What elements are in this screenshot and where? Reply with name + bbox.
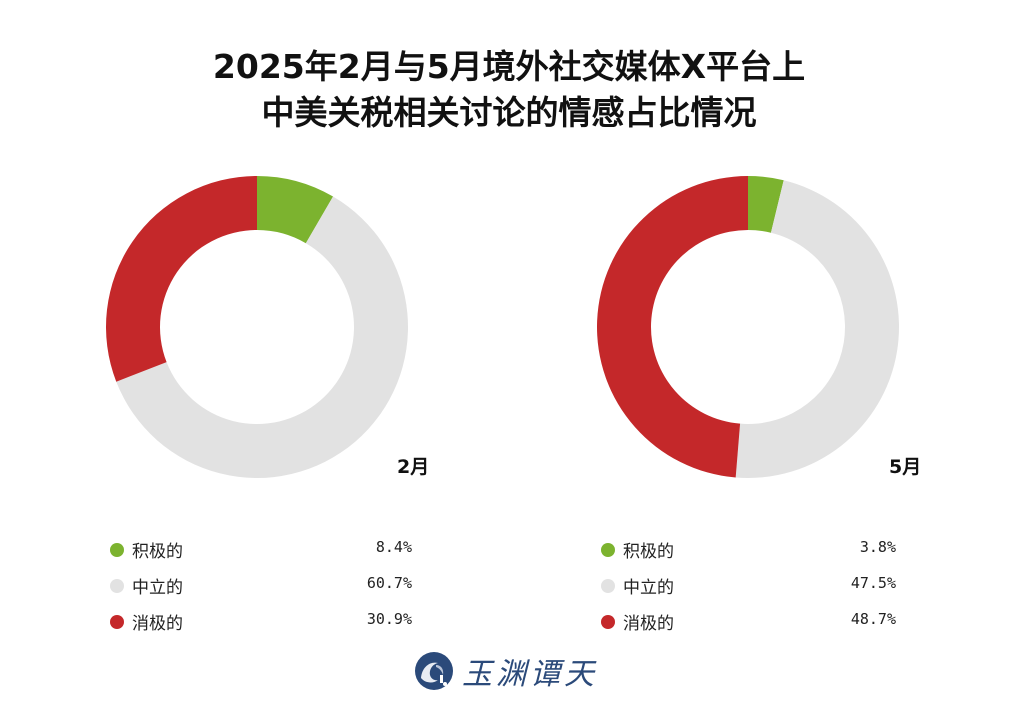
month-label-may: 5月 xyxy=(889,456,922,478)
legend-item-positive: 积极的 8.4% xyxy=(110,534,430,570)
neutral-dot-icon xyxy=(110,579,124,593)
legend-item-positive: 积极的 3.8% xyxy=(601,534,921,570)
chart-title: 2025年2月与5月境外社交媒体X平台上 中美关税相关讨论的情感占比情况 xyxy=(0,44,1018,136)
positive-dot-icon xyxy=(110,543,124,557)
month-label-feb: 2月 xyxy=(397,456,430,478)
donut-chart-feb xyxy=(105,174,409,480)
donut-slice-neutral xyxy=(735,180,899,478)
brand-logo: 玉渊谭天 xyxy=(414,648,598,694)
title-line-1: 2025年2月与5月境外社交媒体X平台上 xyxy=(212,47,806,86)
wave-circle-icon xyxy=(415,652,453,690)
legend-item-negative: 消极的 48.7% xyxy=(601,606,921,642)
donut-slice-negative xyxy=(597,176,748,478)
donut-slice-neutral xyxy=(116,196,408,479)
title-line-2: 中美关税相关讨论的情感占比情况 xyxy=(261,93,757,132)
neutral-dot-icon xyxy=(601,579,615,593)
negative-dot-icon xyxy=(110,615,124,629)
brand-logo-text: 玉渊谭天 xyxy=(462,657,598,692)
legend-may: 积极的 3.8% 中立的 47.5% 消极的 48.7% xyxy=(601,534,921,642)
donut-slice-negative xyxy=(105,176,257,382)
donut-slice-positive xyxy=(748,176,784,233)
donut-chart-may xyxy=(596,174,900,480)
donut-slice-positive xyxy=(257,176,334,244)
donut-svg-feb xyxy=(105,176,408,479)
donut-svg-may xyxy=(597,176,899,478)
legend-item-negative: 消极的 30.9% xyxy=(110,606,430,642)
legend-item-neutral: 中立的 60.7% xyxy=(110,570,430,606)
positive-dot-icon xyxy=(601,543,615,557)
negative-dot-icon xyxy=(601,615,615,629)
legend-feb: 积极的 8.4% 中立的 60.7% 消极的 30.9% xyxy=(110,534,430,642)
legend-item-neutral: 中立的 47.5% xyxy=(601,570,921,606)
